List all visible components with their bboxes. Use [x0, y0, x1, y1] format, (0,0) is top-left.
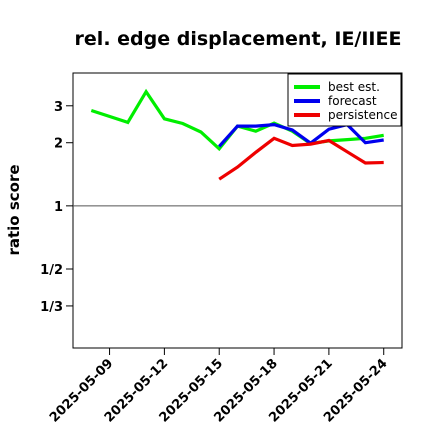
y-tick-label: 1/2 [40, 263, 63, 278]
legend-label: best est. [328, 80, 380, 94]
y-tick-label: 1 [54, 200, 63, 215]
y-tick-label: 1/3 [40, 300, 63, 315]
legend-label: forecast [328, 94, 377, 108]
y-axis-label: ratio score [5, 164, 23, 255]
legend-label: persistence [328, 108, 397, 122]
y-tick-label: 2 [54, 137, 63, 152]
series-line-best-est [90, 88, 384, 152]
series-line-persistence [218, 136, 384, 181]
y-tick-label: 3 [54, 100, 63, 115]
chart-title: rel. edge displacement, IE/IIEE [75, 28, 402, 50]
series-line-forecast [218, 122, 384, 148]
